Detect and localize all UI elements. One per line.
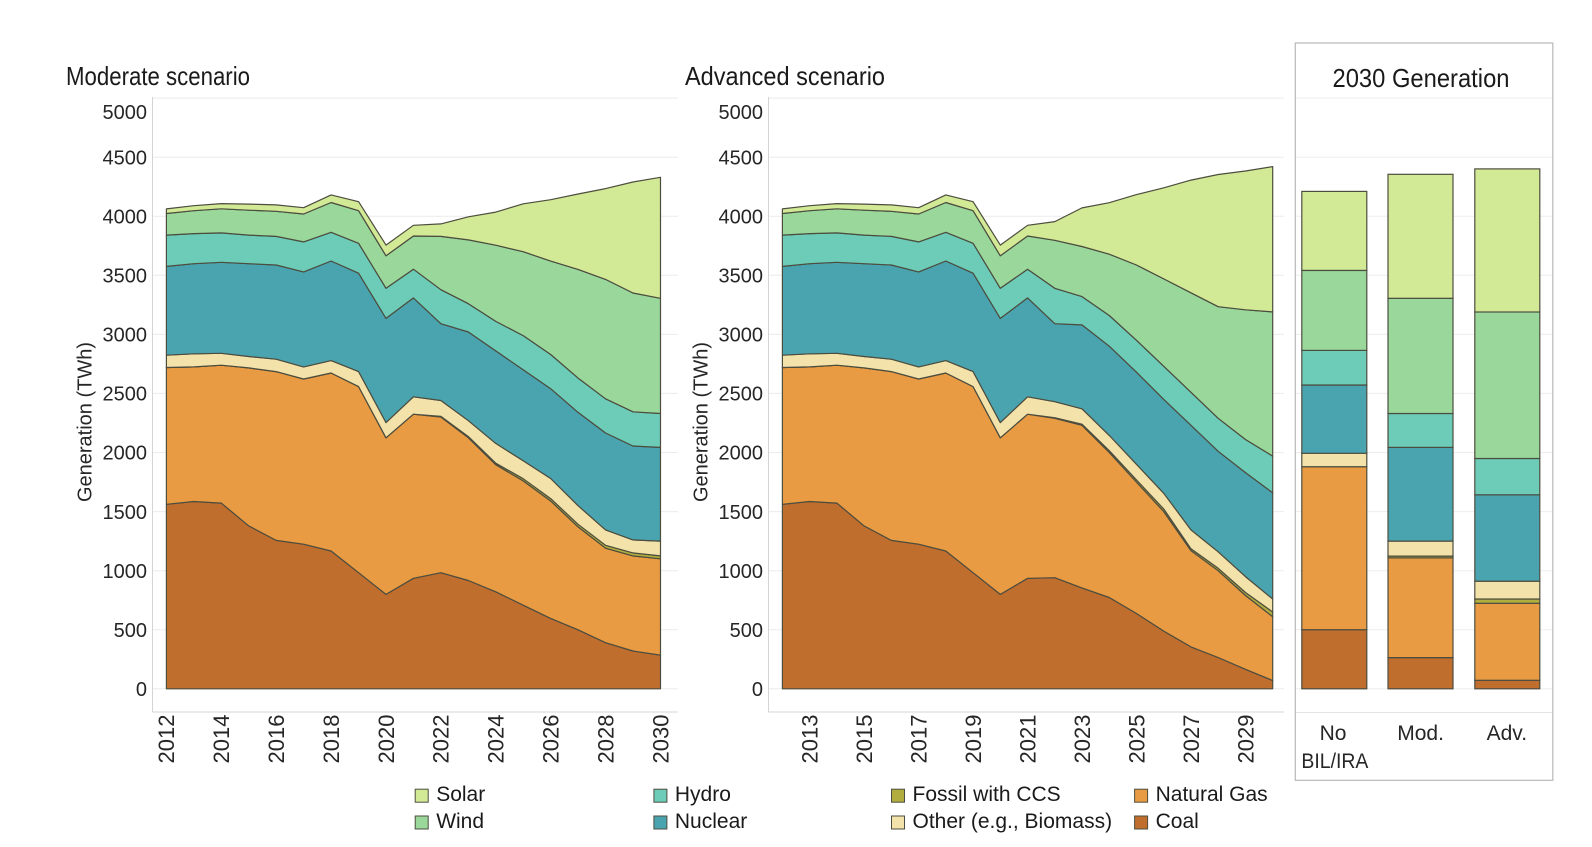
svg-text:1500: 1500 [719,502,764,524]
svg-text:1500: 1500 [103,502,148,524]
svg-text:Generation (TWh): Generation (TWh) [691,342,713,502]
svg-text:2030 Generation: 2030 Generation [1333,63,1510,93]
svg-text:No: No [1320,722,1347,745]
svg-text:Moderate scenario: Moderate scenario [66,61,250,91]
svg-text:500: 500 [730,620,763,642]
svg-text:Solar: Solar [436,783,485,806]
svg-text:2021: 2021 [1015,715,1040,764]
svg-text:Hydro: Hydro [675,783,731,806]
svg-text:4000: 4000 [103,206,148,228]
svg-text:2026: 2026 [539,715,564,764]
svg-text:3500: 3500 [719,266,764,288]
svg-text:2017: 2017 [906,715,931,764]
svg-text:4500: 4500 [103,147,148,169]
svg-text:2000: 2000 [719,443,764,465]
svg-text:Advanced scenario: Advanced scenario [685,61,885,91]
svg-text:BIL/IRA: BIL/IRA [1301,750,1368,773]
svg-text:Coal: Coal [1156,810,1199,833]
svg-text:4000: 4000 [719,206,764,228]
svg-text:3500: 3500 [103,266,148,288]
svg-text:2015: 2015 [852,715,877,764]
svg-text:2028: 2028 [593,715,618,764]
svg-text:Natural Gas: Natural Gas [1156,783,1268,806]
svg-text:Adv.: Adv. [1487,722,1527,745]
svg-text:Fossil with CCS: Fossil with CCS [913,783,1061,806]
svg-text:2500: 2500 [103,384,148,406]
svg-text:2027: 2027 [1179,715,1204,764]
svg-text:4500: 4500 [719,147,764,169]
svg-text:1000: 1000 [719,561,764,583]
svg-text:2018: 2018 [319,715,344,764]
svg-text:Nuclear: Nuclear [675,810,747,833]
svg-text:Mod.: Mod. [1397,722,1444,745]
svg-text:2020: 2020 [374,715,399,764]
svg-text:3000: 3000 [719,325,764,347]
svg-text:Other (e.g., Biomass): Other (e.g., Biomass) [913,810,1113,833]
svg-text:2024: 2024 [484,715,509,764]
svg-text:Generation (TWh): Generation (TWh) [75,342,97,502]
svg-text:2000: 2000 [103,443,148,465]
svg-text:0: 0 [136,679,147,701]
svg-text:2023: 2023 [1070,715,1095,764]
svg-text:1000: 1000 [103,561,148,583]
svg-text:5000: 5000 [103,102,148,124]
svg-text:2016: 2016 [264,715,289,764]
svg-text:2030: 2030 [648,715,673,764]
svg-text:2019: 2019 [961,715,986,764]
svg-text:0: 0 [752,679,763,701]
svg-text:2029: 2029 [1233,715,1258,764]
svg-text:Wind: Wind [436,810,484,833]
svg-text:2013: 2013 [797,715,822,764]
svg-text:2025: 2025 [1124,715,1149,764]
svg-text:3000: 3000 [103,325,148,347]
svg-text:5000: 5000 [719,102,764,124]
svg-text:2014: 2014 [209,715,234,764]
svg-text:2500: 2500 [719,384,764,406]
svg-text:500: 500 [114,620,147,642]
svg-text:2022: 2022 [429,715,454,764]
svg-text:2012: 2012 [154,715,179,764]
